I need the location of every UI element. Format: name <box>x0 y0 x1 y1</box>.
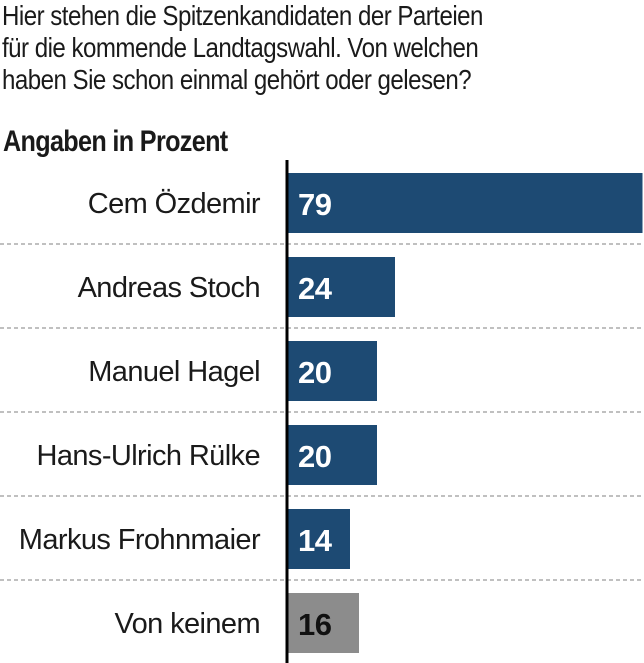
category-label: Markus Frohnmaier <box>19 524 261 556</box>
bar <box>287 173 643 233</box>
category-label: Manuel Hagel <box>88 356 260 388</box>
bar <box>287 341 377 401</box>
category-label: Andreas Stoch <box>78 272 260 304</box>
category-label: Hans-Ulrich Rülke <box>37 440 260 472</box>
question-line: für die kommende Landtagswahl. Von welch… <box>2 32 479 63</box>
value-label: 16 <box>298 607 332 642</box>
category-label: Von keinem <box>114 608 260 640</box>
question-text: Hier stehen die Spitzenkandidaten der Pa… <box>2 0 552 96</box>
bar <box>287 257 395 317</box>
chart-subtitle: Angaben in Prozent <box>3 125 228 158</box>
value-label: 79 <box>298 187 332 222</box>
question-line: Hier stehen die Spitzenkandidaten der Pa… <box>2 0 483 31</box>
value-label: 20 <box>298 355 331 390</box>
value-label: 24 <box>298 271 333 306</box>
value-label: 20 <box>298 439 331 474</box>
value-label: 14 <box>298 523 333 558</box>
bar <box>287 509 350 569</box>
bar <box>287 593 359 653</box>
bar <box>287 425 377 485</box>
question-line: haben Sie schon einmal gehört oder geles… <box>2 64 472 95</box>
category-label: Cem Özdemir <box>88 188 261 220</box>
